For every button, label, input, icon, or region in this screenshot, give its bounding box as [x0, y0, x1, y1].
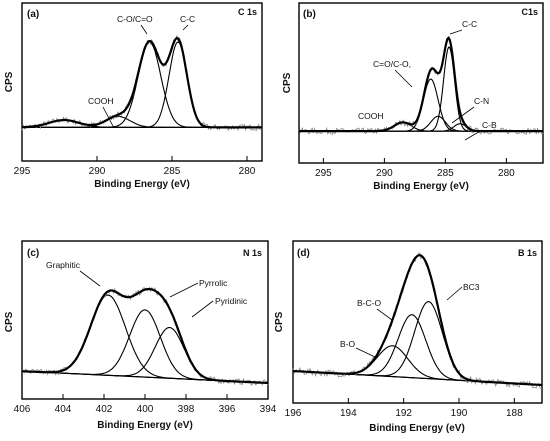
- x-tick-label: 295: [315, 168, 332, 179]
- peak-label-cb: C-B: [482, 120, 497, 130]
- component-peak: [292, 314, 543, 386]
- component-peak: [292, 345, 543, 386]
- x-tick-label: 280: [498, 168, 515, 179]
- raw-spectrum: [298, 35, 544, 135]
- fit-envelope: [299, 36, 543, 133]
- raw-spectrum: [21, 286, 269, 387]
- plot-frame: [292, 240, 543, 404]
- panel-a-c1s: (a) C 1s CPS Binding Energy (eV) 295 290 2…: [4, 2, 263, 190]
- x-tick-label: 394: [260, 404, 277, 415]
- peak-label-pyridinic: Pyridinic: [215, 296, 248, 306]
- leader-line: [376, 308, 393, 321]
- panel-letter: (a): [27, 9, 39, 20]
- panel-c-n1s: (c) N 1s CPS Binding Energy (eV) 406 404 4…: [4, 240, 277, 431]
- peak-label-cc: C-C: [180, 14, 195, 24]
- core-level-label: C1s: [521, 7, 538, 17]
- peak-label-co-c=o: C-O/C=O: [117, 14, 153, 24]
- x-tick-label: 285: [437, 168, 454, 179]
- x-tick-label: 290: [89, 166, 106, 177]
- x-tick-label: 404: [55, 404, 72, 415]
- x-tick-label: 285: [164, 166, 181, 177]
- core-level-label: B 1s: [518, 248, 537, 258]
- leader-line: [102, 106, 115, 129]
- x-tick-label: 188: [506, 408, 523, 419]
- x-tick-label: 396: [219, 404, 236, 415]
- curve-group: [21, 286, 269, 387]
- x-tick-label: 400: [137, 404, 154, 415]
- x-tick-label: 280: [239, 166, 256, 177]
- peak-label-cooh: COOH: [88, 96, 114, 106]
- x-axis-label: Binding Energy (eV): [94, 179, 190, 190]
- peak-label-cn: C-N: [474, 96, 489, 106]
- leader-line: [169, 282, 199, 298]
- x-tick-label: 290: [376, 168, 393, 179]
- x-tick-label: 295: [14, 166, 31, 177]
- peak-label-graphitic: Graphitic: [46, 260, 81, 270]
- x-tick-group: 196 194 192 190 188: [285, 398, 523, 419]
- x-axis-label: Binding Energy (eV): [373, 181, 469, 192]
- curve-group: [298, 35, 544, 135]
- panel-letter: (b): [303, 9, 316, 20]
- panel-letter: (c): [27, 248, 39, 259]
- leader-line: [140, 24, 148, 35]
- x-tick-label: 398: [178, 404, 195, 415]
- panel-b-c1s: (b) C1s CPS Binding Energy (eV) 295 290 28…: [282, 2, 544, 192]
- curve-group: [292, 252, 543, 389]
- leader-line: [355, 347, 376, 358]
- fit-envelope: [22, 37, 262, 129]
- y-axis-label: CPS: [274, 311, 285, 332]
- peak-label-cc: C-C: [462, 19, 477, 29]
- leader-line: [191, 300, 214, 318]
- leader-line: [79, 270, 101, 287]
- x-tick-group: 406 404 402 400 398 396 394: [14, 394, 277, 415]
- fit-envelope: [21, 288, 269, 385]
- leader-line: [451, 106, 475, 124]
- y-axis-label: CPS: [282, 72, 293, 93]
- panel-letter: (d): [297, 248, 310, 259]
- plot-frame: [298, 2, 544, 164]
- leader-line: [394, 69, 413, 88]
- component-peak: [21, 294, 269, 384]
- peak-label-bo: B-O: [340, 339, 356, 349]
- leader-line: [446, 286, 463, 301]
- x-tick-group: 295 290 285 280: [315, 158, 515, 179]
- y-axis-label: CPS: [4, 71, 15, 92]
- fit-envelope: [292, 254, 543, 387]
- plot-frame: [21, 2, 263, 162]
- core-level-label: C 1s: [238, 7, 257, 17]
- x-axis-label: Binding Energy (eV): [97, 420, 193, 431]
- peak-label-bc3: BC3: [463, 282, 480, 292]
- panel-d-b1s: (d) B 1s CPS Binding Energy (eV) 196 194 1…: [274, 240, 543, 434]
- x-tick-label: 196: [285, 408, 302, 419]
- x-axis-label: Binding Energy (eV): [369, 423, 465, 434]
- peak-label-cooh: COOH: [358, 111, 384, 121]
- y-axis-label: CPS: [4, 311, 15, 332]
- peak-label-bco: B-C-O: [357, 298, 381, 308]
- x-tick-label: 192: [395, 408, 412, 419]
- component-peak: [299, 46, 543, 132]
- peak-label-pyrrolic: Pyrrolic: [199, 278, 228, 288]
- core-level-label: N 1s: [243, 248, 262, 258]
- raw-spectrum: [21, 34, 263, 132]
- x-tick-label: 194: [340, 408, 357, 419]
- leader-line: [464, 129, 483, 141]
- x-tick-label: 190: [451, 408, 468, 419]
- leader-line: [182, 24, 189, 31]
- x-tick-group: 295 290 285 280: [14, 156, 256, 177]
- curve-group: [21, 34, 263, 132]
- peak-label-c=o-c-o: C=O/C-O,: [373, 59, 411, 69]
- leader-line: [449, 29, 463, 35]
- x-tick-label: 402: [96, 404, 113, 415]
- x-tick-label: 406: [14, 404, 31, 415]
